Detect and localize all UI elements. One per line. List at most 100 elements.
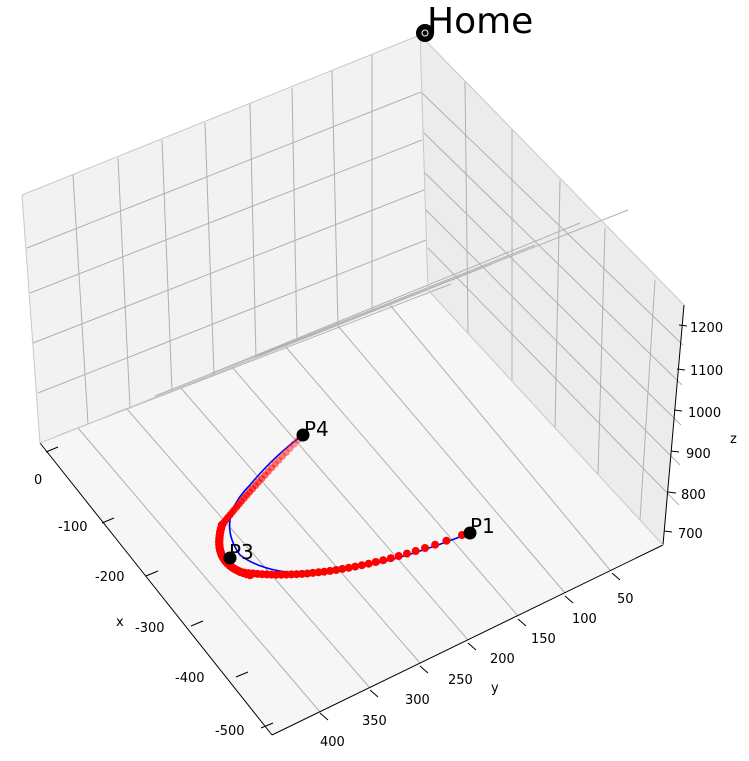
trajectory-point bbox=[386, 554, 395, 563]
x-ticks: 0 -100 -200 -300 -400 -500 x bbox=[34, 446, 274, 739]
waypoint-p4-label: P4 bbox=[304, 417, 329, 441]
y-tick-label: 350 bbox=[362, 714, 387, 729]
z-tick-label: 1200 bbox=[690, 321, 723, 336]
z-tick-mark bbox=[676, 368, 686, 371]
y-tick-label: 250 bbox=[448, 673, 473, 688]
grid-line bbox=[249, 103, 257, 359]
trajectory-points bbox=[215, 436, 466, 580]
grid-line bbox=[29, 139, 423, 294]
grid-line bbox=[204, 122, 215, 376]
trajectory-point bbox=[326, 566, 335, 575]
grid-line bbox=[284, 345, 519, 617]
z-ticks: 700 800 900 1000 1100 1200 z bbox=[663, 321, 737, 542]
home-label: Home bbox=[427, 1, 533, 42]
z-axis-line bbox=[662, 304, 685, 546]
trajectory-point bbox=[394, 552, 403, 560]
trajectory-point bbox=[379, 556, 388, 565]
z-tick-mark bbox=[678, 324, 688, 327]
home-marker-center bbox=[421, 29, 429, 37]
trajectory-point bbox=[290, 440, 298, 448]
trajectory-point bbox=[275, 456, 283, 464]
x-tick-label: -100 bbox=[58, 520, 88, 535]
pane-edges bbox=[21, 34, 685, 546]
y-ticks: 50 100 150 200 250 300 350 400 y bbox=[319, 572, 634, 750]
grid-line bbox=[179, 386, 421, 664]
waypoint-p1-label: P1 bbox=[470, 514, 495, 538]
y-tick-mark bbox=[564, 595, 574, 604]
x-axis-label: x bbox=[116, 615, 124, 630]
pane-edge bbox=[21, 194, 41, 444]
grid-line bbox=[26, 91, 422, 249]
y-tick-label: 200 bbox=[490, 652, 515, 667]
x-tick-mark bbox=[235, 671, 249, 678]
z-tick-label: 1000 bbox=[688, 406, 721, 421]
grid-line bbox=[639, 279, 656, 521]
grid-line bbox=[337, 325, 566, 594]
x-tick-label: -300 bbox=[135, 621, 165, 636]
grid-line bbox=[161, 139, 173, 392]
trajectory-point bbox=[403, 549, 411, 558]
grid-line bbox=[464, 81, 469, 334]
x-tick-mark bbox=[145, 570, 159, 577]
y-tick-mark bbox=[467, 642, 477, 651]
waypoint-p4-marker bbox=[296, 428, 310, 442]
y-tick-mark bbox=[419, 665, 429, 674]
grid-line bbox=[291, 87, 298, 343]
y-tick-mark bbox=[369, 689, 379, 698]
grid-line bbox=[117, 157, 131, 409]
trajectory-point bbox=[357, 561, 366, 570]
trajectory-point bbox=[282, 448, 290, 456]
z-tick-label: 800 bbox=[681, 488, 706, 503]
x-tick-mark bbox=[260, 722, 274, 729]
waypoint-p1-marker bbox=[463, 526, 477, 540]
trajectory-point bbox=[351, 562, 360, 571]
x-tick-mark bbox=[190, 620, 204, 627]
x-tick-label: -400 bbox=[175, 671, 205, 686]
pane-edge bbox=[419, 34, 429, 291]
trajectory-point bbox=[411, 547, 420, 555]
grid-line bbox=[423, 171, 682, 426]
grid-line bbox=[32, 189, 425, 344]
z-tick-label: 700 bbox=[678, 527, 703, 542]
y-tick-label: 50 bbox=[617, 592, 634, 607]
grid-line bbox=[77, 427, 321, 713]
y-tick-label: 150 bbox=[531, 632, 556, 647]
x-tick-label: -500 bbox=[215, 724, 245, 739]
z-tick-mark bbox=[667, 491, 677, 494]
z-tick-mark bbox=[663, 530, 673, 533]
waypoints: Home P1 P3 P4 bbox=[223, 1, 533, 565]
trajectory-point bbox=[431, 540, 440, 549]
z-axis-label: z bbox=[730, 432, 737, 447]
z-tick-mark bbox=[670, 450, 680, 453]
grid-line bbox=[331, 70, 339, 327]
y-tick-label: 100 bbox=[572, 612, 597, 627]
pane-edge bbox=[427, 289, 664, 546]
back-pane bbox=[420, 35, 684, 545]
grid-line bbox=[425, 209, 681, 466]
grid-line bbox=[422, 131, 683, 386]
grid-line bbox=[126, 408, 371, 689]
pane-edge bbox=[419, 34, 685, 306]
grid-line bbox=[37, 239, 427, 394]
grid-line bbox=[257, 209, 629, 357]
y-axis-line bbox=[271, 544, 664, 736]
x-tick-label: 0 bbox=[34, 473, 42, 488]
left-pane bbox=[22, 35, 428, 443]
z-tick-label: 1100 bbox=[690, 364, 723, 379]
trajectory-point bbox=[286, 444, 294, 452]
x-tick-mark bbox=[101, 517, 115, 524]
grid-line bbox=[427, 247, 680, 506]
axes-panes bbox=[22, 35, 684, 735]
waypoint-p3-marker bbox=[223, 551, 237, 565]
y-tick-mark bbox=[517, 618, 527, 627]
trajectory-point bbox=[344, 563, 353, 572]
trajectory-point bbox=[332, 566, 341, 574]
grid-line bbox=[389, 304, 611, 571]
y-tick-mark bbox=[319, 712, 329, 721]
trajectory-point bbox=[338, 564, 347, 573]
trajectory-point bbox=[421, 544, 429, 552]
grid-line bbox=[209, 222, 581, 375]
pane-edge bbox=[39, 289, 429, 444]
home-marker bbox=[416, 24, 434, 42]
